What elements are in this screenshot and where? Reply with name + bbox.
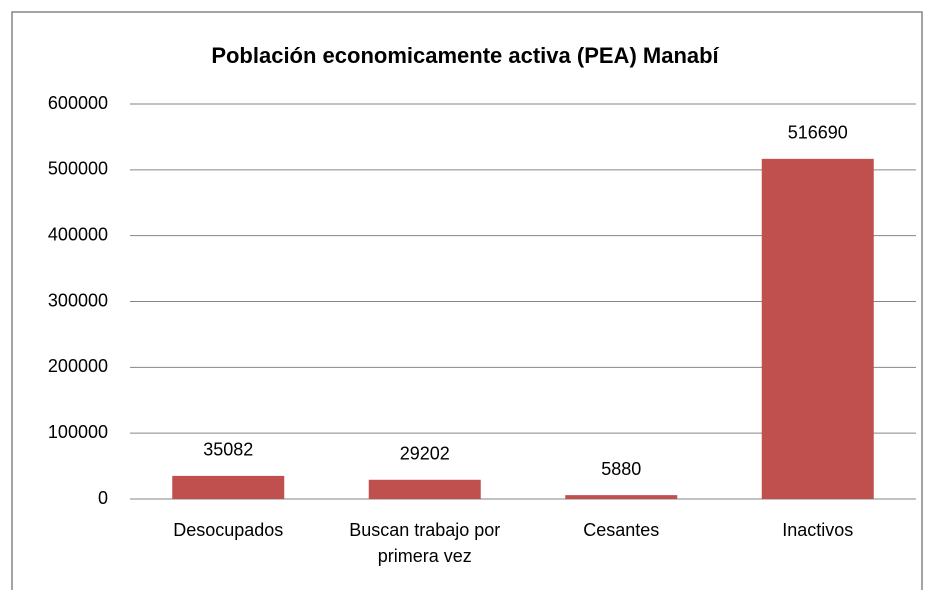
x-tick-label: Cesantes [583, 520, 660, 540]
bar [368, 479, 481, 499]
chart-border [11, 11, 923, 590]
x-tick-label: Buscan trabajo por primera vez [349, 520, 501, 566]
x-tick-label: Desocupados [173, 520, 284, 540]
bar [565, 495, 678, 499]
y-tick-label: 0 [98, 488, 108, 508]
bar [761, 158, 874, 499]
x-tick-label: Inactivos [782, 520, 854, 540]
data-label: 29202 [400, 444, 450, 464]
data-label: 35082 [203, 440, 253, 460]
bar [172, 475, 285, 499]
y-tick-label: 500000 [48, 159, 108, 179]
y-tick-label: 200000 [48, 356, 108, 376]
data-label: 516690 [788, 123, 848, 143]
y-tick-label: 100000 [48, 422, 108, 442]
y-tick-label: 400000 [48, 224, 108, 244]
data-label: 5880 [601, 459, 641, 479]
y-tick-label: 300000 [48, 290, 108, 310]
y-tick-label: 600000 [48, 93, 108, 113]
chart-title: Población economicamente activa (PEA) Ma… [211, 43, 719, 68]
